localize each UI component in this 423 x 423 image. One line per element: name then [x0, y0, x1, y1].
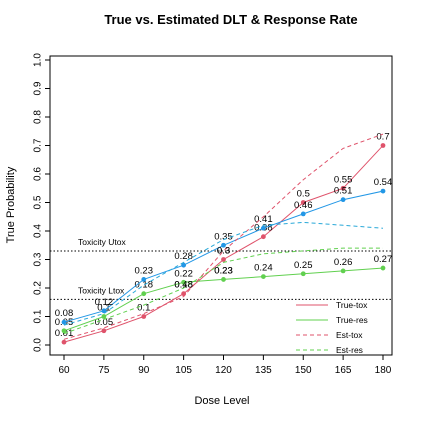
data-label: 0.23 [214, 265, 233, 276]
data-label: 0.01 [55, 328, 74, 339]
x-axis-label: Dose Level [194, 395, 249, 407]
y-tick-label: 0.4 [33, 224, 44, 238]
data-point [221, 277, 226, 282]
y-tick-label: 0.2 [33, 281, 44, 295]
data-label: 0.55 [334, 174, 353, 185]
y-tick-label: 0.8 [33, 110, 44, 124]
data-label: 0.24 [254, 263, 273, 274]
data-point [141, 314, 147, 319]
data-point [260, 234, 266, 240]
data-point [260, 274, 266, 279]
data-point [141, 291, 147, 297]
data-point [300, 271, 306, 277]
data-label: 0.48 [174, 280, 193, 291]
y-tick-label: 0.1 [33, 309, 44, 323]
legend-label: True-res [336, 315, 368, 325]
data-point [221, 257, 226, 262]
data-point [340, 185, 346, 191]
data-label: 0.26 [334, 257, 353, 268]
data-point [101, 308, 107, 314]
reference-line-label: Toxicity Ltox [78, 285, 125, 295]
data-point [101, 314, 107, 319]
data-label: 0.41 [254, 214, 273, 225]
reference-line-label: Toxicity Utox [78, 237, 126, 247]
data-point [141, 277, 147, 282]
x-tick-label: 105 [175, 365, 192, 376]
data-label: 0.5 [297, 189, 310, 200]
data-label: 0.1 [137, 303, 150, 314]
data-label: 0.28 [174, 251, 193, 262]
data-label: 0.08 [55, 308, 74, 319]
data-label: 0.3 [217, 246, 230, 257]
data-label: 0.35 [214, 231, 233, 242]
y-tick-label: 0.3 [33, 252, 44, 266]
legend-label: True-tox [336, 300, 368, 310]
x-tick-label: 165 [335, 365, 352, 376]
plot-frame [49, 55, 393, 356]
data-point [340, 197, 346, 203]
data-label: 0.1 [97, 303, 110, 314]
x-tick-label: 75 [98, 365, 110, 376]
data-point [181, 279, 187, 285]
y-tick-label: 0.7 [33, 138, 44, 152]
data-point [221, 242, 226, 248]
x-tick-label: 120 [215, 365, 232, 376]
x-tick-label: 150 [295, 365, 312, 376]
data-label: 0.51 [334, 186, 353, 197]
y-tick-label: 1.0 [33, 53, 44, 67]
y-axis-label: True Probability [5, 166, 17, 243]
data-point [101, 328, 107, 334]
series-line [63, 247, 383, 335]
data-point [61, 339, 67, 345]
y-tick-label: 0.0 [33, 338, 44, 352]
x-tick-label: 90 [138, 365, 150, 376]
series-line [63, 221, 384, 326]
data-label: 0.18 [135, 280, 154, 291]
y-tick-label: 0.9 [33, 81, 44, 95]
data-label: 0.18 [174, 280, 193, 291]
chart-title: True vs. Estimated DLT & Response Rate [104, 12, 357, 27]
data-point [61, 328, 67, 334]
data-label: 0.46 [294, 200, 313, 211]
data-label: 0.27 [374, 254, 393, 265]
data-label: 0.12 [95, 297, 114, 308]
data-label: 0.23 [214, 265, 233, 276]
legend-label: Est-res [336, 345, 363, 355]
data-label: 0.3 [217, 246, 230, 257]
data-point [300, 200, 306, 205]
data-point [260, 225, 266, 231]
data-point [340, 268, 346, 274]
data-point [61, 319, 67, 325]
data-point [181, 262, 187, 268]
data-point [300, 211, 306, 217]
data-label: 0.25 [294, 260, 313, 271]
x-tick-label: 60 [58, 365, 70, 376]
data-label: 0.22 [174, 268, 193, 279]
data-point [380, 143, 386, 148]
y-tick-label: 0.5 [33, 195, 44, 209]
data-label: 0.7 [376, 132, 389, 143]
data-label: 0.05 [95, 317, 114, 328]
plot-area: 60 75 90 105 120 135 150 165 180 0.0 0.1 0.2 0.3 0.4 0… [33, 53, 393, 376]
x-tick-label: 180 [375, 365, 392, 376]
legend-label: Est-tox [336, 330, 363, 340]
y-tick-label: 0.6 [33, 167, 44, 181]
data-point [380, 265, 386, 271]
data-label: 0.54 [374, 177, 393, 188]
x-tick-label: 135 [255, 365, 272, 376]
data-label: 0.23 [135, 265, 154, 276]
data-point [380, 188, 386, 194]
